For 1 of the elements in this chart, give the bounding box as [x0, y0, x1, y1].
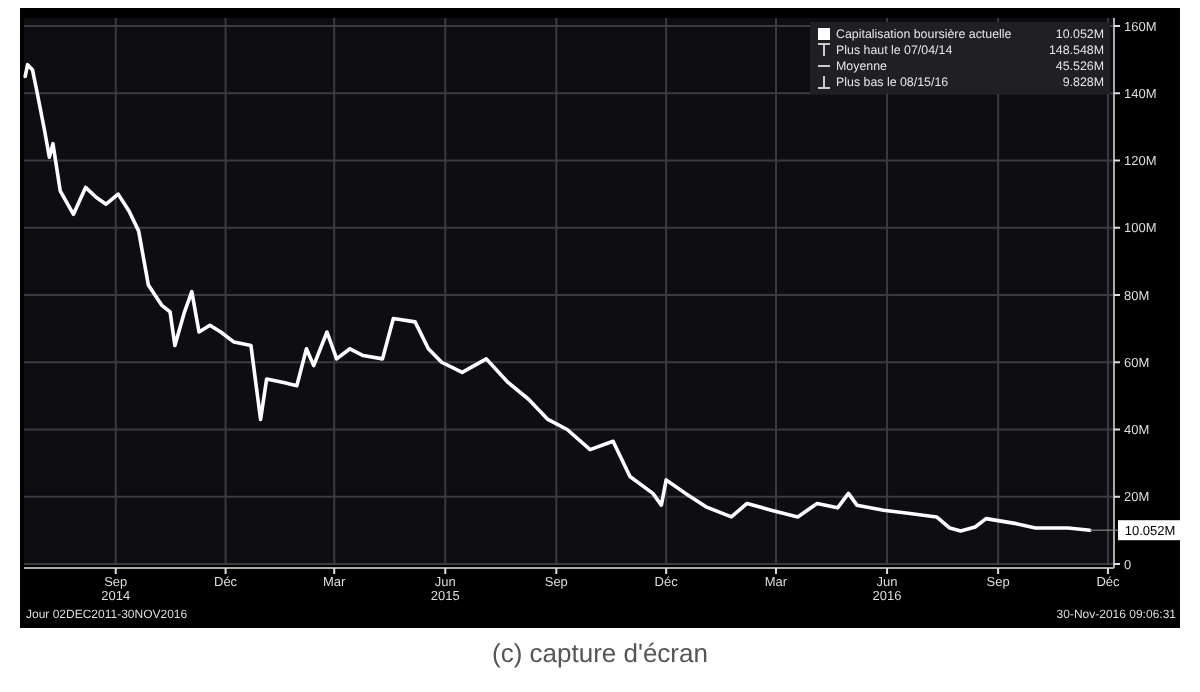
text: (c) capture d'écran: [492, 638, 708, 668]
